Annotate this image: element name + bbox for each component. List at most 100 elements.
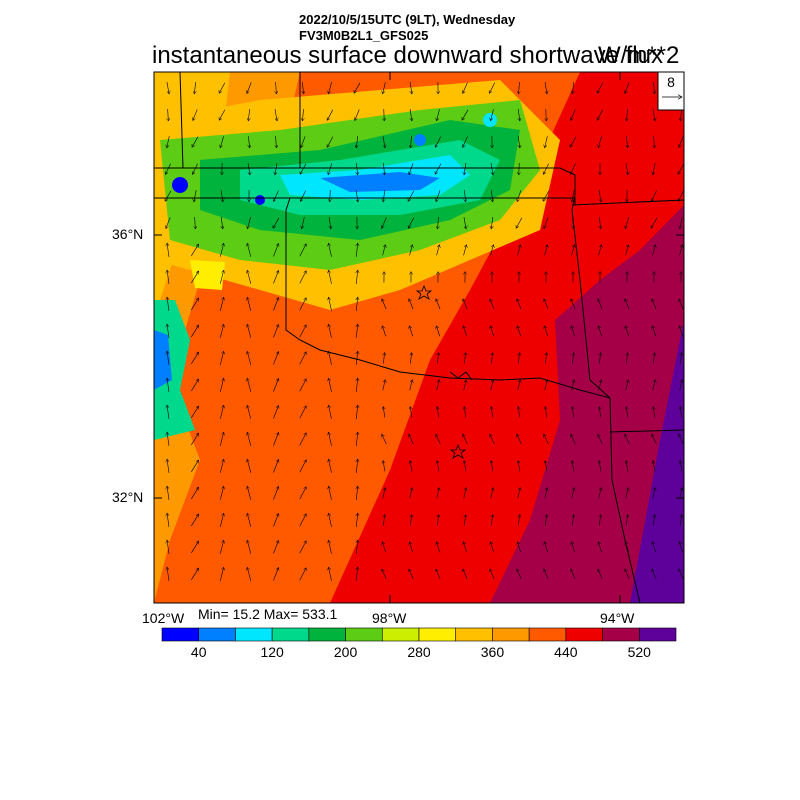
colorbar-bin <box>345 627 383 642</box>
colorbar-tick-label: 280 <box>407 644 431 660</box>
wind-arrow <box>518 461 520 472</box>
wind-arrow <box>354 82 361 93</box>
lon-label-102: 102°W <box>142 610 185 626</box>
wind-arrow <box>248 163 250 175</box>
colorbar-bin <box>381 627 420 642</box>
lon-label-94: 94°W <box>600 610 635 626</box>
wind-arrow <box>463 82 468 94</box>
wind-arrow <box>382 326 387 337</box>
wind-arrow <box>545 461 547 472</box>
wind-arrow <box>598 434 603 445</box>
wind-arrow <box>191 487 199 500</box>
wind-arrow <box>517 190 522 201</box>
wind-arrow <box>544 326 549 337</box>
wind-arrow <box>436 488 439 499</box>
wind-arrow <box>653 353 654 364</box>
wind-arrow <box>409 245 413 256</box>
wind-arrow <box>653 163 656 175</box>
wind-arrow <box>599 407 601 418</box>
wind-arrow <box>191 568 199 581</box>
wind-arrow <box>328 351 332 365</box>
wind-arrow <box>166 217 171 228</box>
wind-arrow <box>571 380 575 391</box>
wind-vectors <box>165 81 684 581</box>
wind-arrow <box>328 324 332 338</box>
wind-arrow <box>464 189 465 202</box>
wind-arrow <box>516 217 523 229</box>
wind-arrow <box>598 245 602 256</box>
wind-arrow <box>356 432 358 446</box>
wind-arrow <box>299 244 306 257</box>
wind-arrow <box>219 432 223 446</box>
wind-arrow <box>328 486 332 500</box>
wind-arrow <box>490 245 494 256</box>
wind-arrow <box>328 82 332 94</box>
wind-arrow <box>191 460 199 473</box>
wind-arrow <box>517 380 521 391</box>
wind-arrow <box>167 459 170 473</box>
colorbar-tick-label: 40 <box>190 644 207 660</box>
wind-arrow <box>193 109 198 120</box>
wind-arrow <box>599 353 600 364</box>
wind-arrow <box>328 540 332 554</box>
wind-arrow <box>330 189 331 202</box>
wind-arrow <box>464 163 466 175</box>
wind-arrow <box>167 324 170 338</box>
wind-arrow <box>409 569 414 580</box>
wind-arrow <box>491 461 493 472</box>
wind-arrow <box>382 299 387 310</box>
wind-arrow <box>490 380 494 391</box>
wind-arrow <box>383 190 385 202</box>
wind-arrow <box>571 109 576 120</box>
wind-arrow <box>356 163 357 175</box>
wind-arrow <box>598 488 601 499</box>
wind-arrow <box>625 380 629 391</box>
wind-arrow <box>625 488 628 499</box>
wind-arrow <box>219 297 223 311</box>
wind-arrow <box>165 163 171 175</box>
wind-arrow <box>678 163 684 174</box>
wind-arrow <box>570 163 576 175</box>
wind-arrow <box>219 540 223 554</box>
wind-arrow <box>436 245 440 256</box>
wind-arrow <box>409 299 414 310</box>
wind-arrow <box>355 190 358 202</box>
wind-arrow <box>652 109 655 121</box>
wind-arrow <box>276 135 277 148</box>
wind-arrow <box>299 298 306 311</box>
wind-arrow <box>273 486 278 500</box>
wind-arrow <box>544 569 549 580</box>
wind-arrow <box>219 243 223 257</box>
wind-arrow <box>573 216 574 229</box>
wind-arrow <box>219 513 223 527</box>
wind-arrow <box>625 82 630 93</box>
wind-arrow <box>435 136 442 148</box>
wind-arrow <box>490 542 494 553</box>
wind-arrow <box>382 380 386 391</box>
colorbar-bin <box>308 627 346 642</box>
wind-arrow <box>194 190 197 202</box>
wind-arrow <box>273 405 278 419</box>
wind-arrow <box>517 542 521 553</box>
wind-arrow <box>299 487 306 500</box>
wind-arrow <box>652 245 656 256</box>
model-header: FV3M0B2L1_GFS025 <box>299 28 429 43</box>
wind-arrow <box>437 109 440 121</box>
wind-arrow <box>437 353 438 364</box>
colorbar-bin <box>418 627 457 642</box>
wind-arrow <box>462 109 469 120</box>
wind-arrow <box>490 569 495 580</box>
wind-arrow <box>599 217 600 229</box>
wind-arrow <box>383 162 384 175</box>
wind-arrow <box>653 461 655 472</box>
wind-arrow <box>273 567 278 581</box>
wind-arrow <box>247 378 252 392</box>
colorbar-bin <box>638 627 677 642</box>
wind-arrow <box>356 540 358 554</box>
wind-arrow <box>572 82 574 94</box>
wind-arrow <box>572 353 573 364</box>
wind-arrow <box>327 109 334 121</box>
wind-arrow <box>490 326 495 337</box>
wind-arrow <box>411 135 412 148</box>
